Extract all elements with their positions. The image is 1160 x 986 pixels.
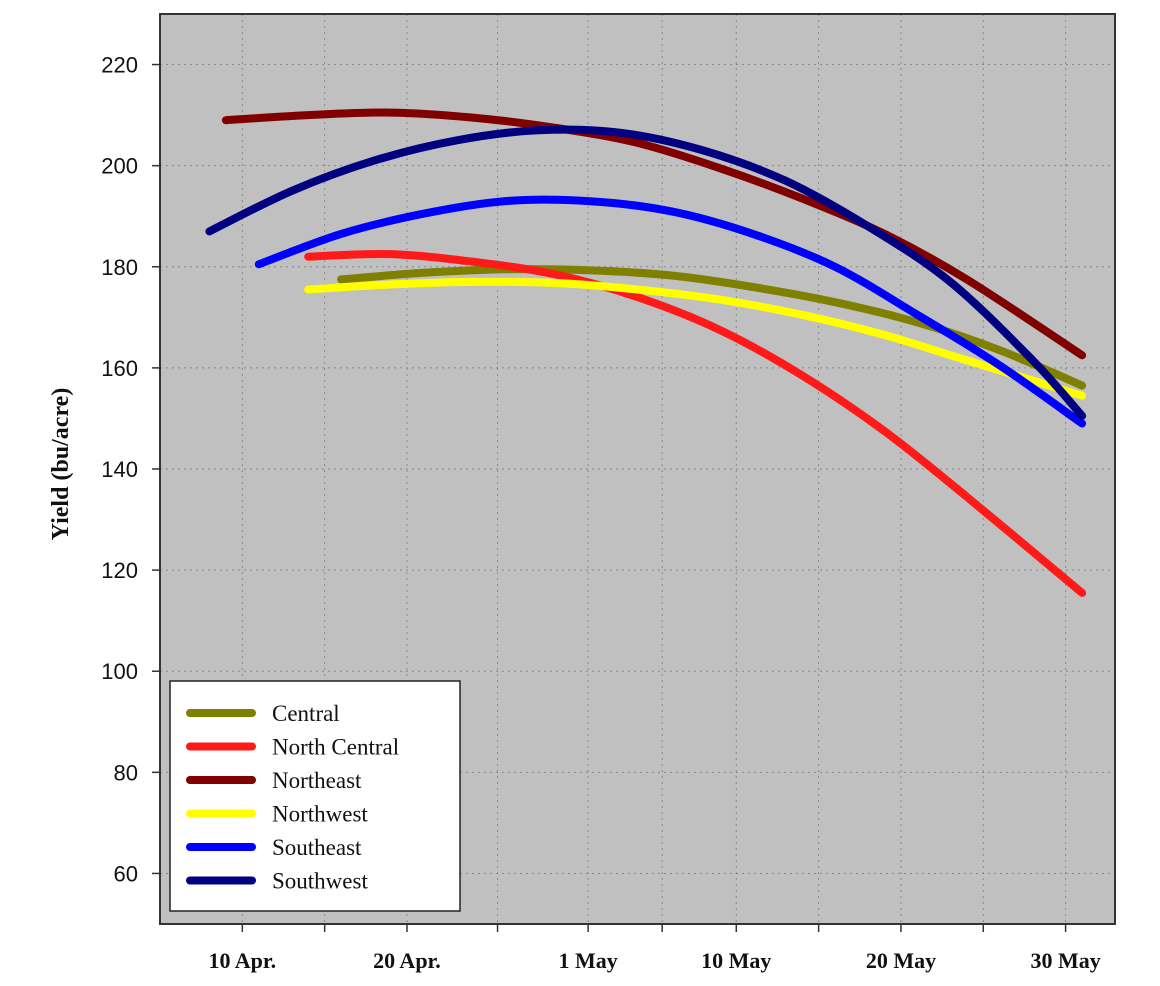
y-tick-label: 220: [101, 53, 138, 78]
series-line-southwest: [205, 125, 1087, 420]
x-tick-label: 20 May: [866, 948, 936, 973]
y-axis-label: Yield (bu/acre): [48, 388, 74, 541]
series-line-northwest: [304, 277, 1087, 400]
legend-label-north-central: North Central: [272, 735, 399, 760]
legend-label-northwest: Northwest: [272, 802, 368, 827]
x-tick-label: 30 May: [1030, 948, 1100, 973]
legend: Central North Central Northeast Northwest So…: [169, 680, 461, 912]
legend-label-central: Central: [272, 701, 340, 726]
y-tick-label: 140: [101, 457, 138, 482]
series-line-north-central: [304, 249, 1087, 597]
y-axis: 60 80 100 120 140 160 180 200 220: [101, 53, 160, 886]
x-tick-label: 20 Apr.: [373, 948, 441, 973]
y-tick-label: 180: [101, 255, 138, 280]
y-tick-label: 160: [101, 356, 138, 381]
y-tick-label: 100: [101, 659, 138, 684]
series-line-southeast: [254, 195, 1087, 428]
legend-label-southeast: Southeast: [272, 835, 362, 860]
y-tick-label: 60: [114, 861, 138, 886]
y-tick-label: 120: [101, 558, 138, 583]
x-tick-label: 1 May: [558, 948, 617, 973]
x-axis: 10 Apr. 20 Apr. 1 May 10 May 20 May 30 May: [208, 924, 1101, 973]
x-tick-label: 10 May: [701, 948, 771, 973]
legend-box: [169, 680, 461, 912]
legend-label-southwest: Southwest: [272, 869, 368, 894]
x-tick-label: 10 Apr.: [208, 948, 276, 973]
y-tick-label: 200: [101, 154, 138, 179]
y-tick-label: 80: [114, 760, 138, 785]
series-line-northeast: [221, 108, 1087, 360]
grid-lines: [160, 14, 1115, 924]
series-lines: [205, 108, 1087, 597]
legend-label-northeast: Northeast: [272, 768, 362, 793]
